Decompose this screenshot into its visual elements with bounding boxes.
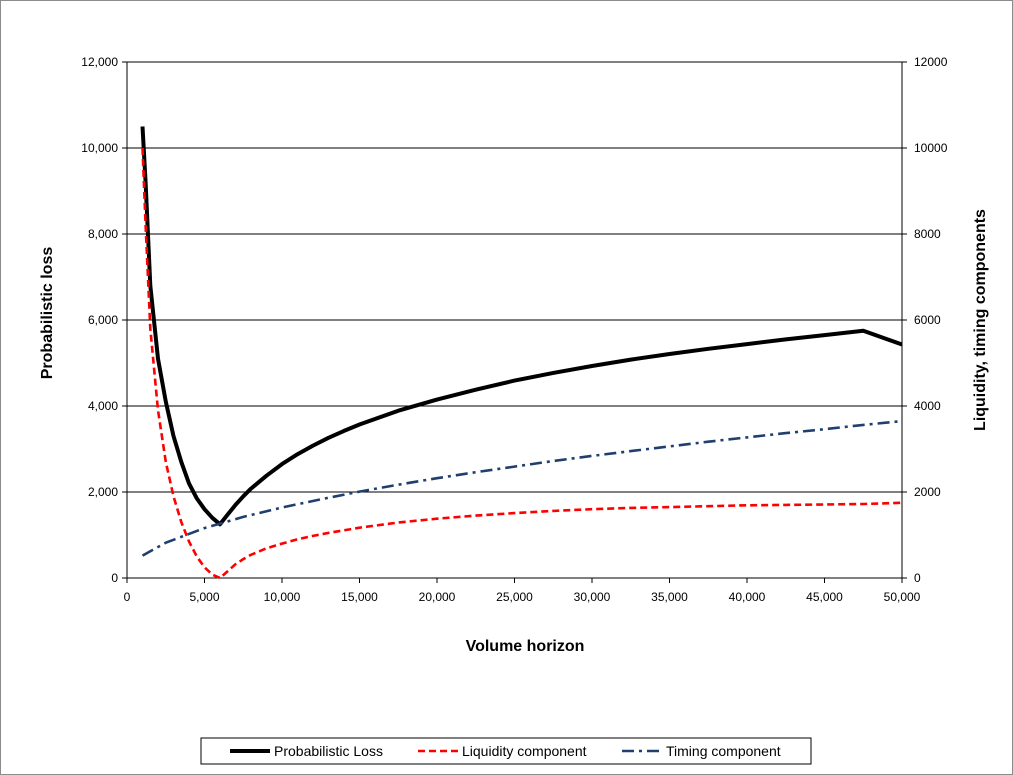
series-line-probabilistic-loss xyxy=(140,126,903,527)
x-tick-label: 35,000 xyxy=(651,590,688,604)
y-axis-left-title: Probabilistic loss xyxy=(39,247,56,380)
y-right-tick-label: 10000 xyxy=(914,141,948,155)
y-left-tick-label: 4,000 xyxy=(88,399,118,413)
x-tick-label: 50,000 xyxy=(884,590,921,604)
x-tick-label: 20,000 xyxy=(419,590,456,604)
legend-box xyxy=(200,737,812,765)
legend-label: Liquidity component xyxy=(462,743,587,759)
y-left-tick-label: 6,000 xyxy=(88,313,118,327)
x-tick-label: 5,000 xyxy=(189,590,219,604)
series-lines xyxy=(140,126,903,580)
y-left-tick-label: 10,000 xyxy=(81,141,118,155)
x-tick-label: 40,000 xyxy=(729,590,766,604)
series-line-timing-component xyxy=(141,419,903,557)
y-right-tick-label: 4000 xyxy=(914,399,941,413)
tick-labels: 0 2,000 4,000 6,000 8,000 10,000 12,000 0 2000 40… xyxy=(81,55,947,604)
legend: Probabilistic Loss Liquidity component Tim… xyxy=(200,737,812,765)
y-right-tick-label: 12000 xyxy=(914,55,948,69)
y-axis-right-title: Liquidity, timing components xyxy=(972,209,989,431)
y-right-tick-label: 0 xyxy=(914,571,921,585)
y-right-tick-label: 8000 xyxy=(914,227,941,241)
x-tick-label: 30,000 xyxy=(574,590,611,604)
y-left-tick-label: 12,000 xyxy=(81,55,118,69)
x-tick-label: 25,000 xyxy=(496,590,533,604)
gridlines xyxy=(127,61,902,493)
legend-label: Timing component xyxy=(666,743,781,759)
x-axis-title: Volume horizon xyxy=(466,638,585,655)
y-left-tick-label: 8,000 xyxy=(88,227,118,241)
x-tick-label: 15,000 xyxy=(341,590,378,604)
y-right-tick-label: 2000 xyxy=(914,485,941,499)
y-left-tick-label: 2,000 xyxy=(88,485,118,499)
x-tick-label: 0 xyxy=(124,590,131,604)
series-line-liquidity-component xyxy=(141,147,903,580)
axes xyxy=(122,61,907,583)
x-tick-label: 10,000 xyxy=(264,590,301,604)
y-right-tick-label: 6000 xyxy=(914,313,941,327)
y-left-tick-label: 0 xyxy=(111,571,118,585)
legend-label: Probabilistic Loss xyxy=(274,743,383,759)
x-tick-label: 45,000 xyxy=(806,590,843,604)
